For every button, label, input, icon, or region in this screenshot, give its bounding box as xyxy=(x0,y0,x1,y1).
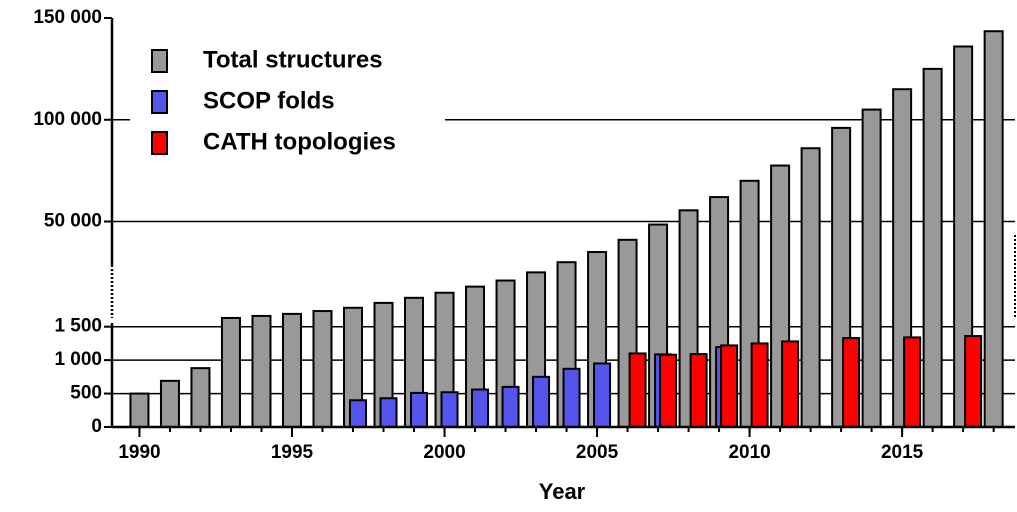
legend-label: Total structures xyxy=(203,46,383,73)
x-tick-label: 1990 xyxy=(118,442,160,463)
bar xyxy=(471,388,490,428)
legend-swatch xyxy=(151,49,168,73)
bar xyxy=(983,30,1004,429)
bar xyxy=(922,67,943,428)
y-tick-label: 1 000 xyxy=(54,349,102,370)
y-tick-label: 50 000 xyxy=(44,211,102,232)
y-tick-label: 150 000 xyxy=(33,7,102,28)
x-tick-label: 2000 xyxy=(423,442,465,463)
bar xyxy=(220,316,241,429)
bar xyxy=(628,352,647,428)
bar xyxy=(750,342,769,428)
bar xyxy=(281,312,302,428)
y-tick-label: 1 500 xyxy=(54,316,102,337)
bar xyxy=(501,385,520,428)
legend-swatch xyxy=(151,131,168,155)
bar xyxy=(964,335,983,428)
bar xyxy=(190,367,211,428)
bar xyxy=(593,362,612,428)
y-tick-label: 0 xyxy=(91,416,102,437)
bar xyxy=(379,397,398,428)
x-tick-label: 2010 xyxy=(728,442,770,463)
bar xyxy=(410,391,429,428)
legend-label: SCOP folds xyxy=(203,87,335,114)
bar xyxy=(159,379,180,429)
legend-label: CATH topologies xyxy=(203,128,396,155)
bar xyxy=(349,399,368,428)
bar xyxy=(659,353,678,428)
bar xyxy=(440,391,459,429)
x-axis-title: Year xyxy=(539,479,586,504)
y-tick-label: 100 000 xyxy=(33,109,102,130)
x-tick-label: 2015 xyxy=(881,442,924,463)
bar xyxy=(842,337,861,428)
bar xyxy=(532,375,551,428)
bar xyxy=(689,353,708,429)
bar xyxy=(129,392,150,428)
bar xyxy=(903,336,922,429)
legend-box xyxy=(130,30,445,165)
bar xyxy=(781,340,800,428)
bar xyxy=(861,108,882,429)
x-tick-label: 1995 xyxy=(271,442,314,463)
bar xyxy=(800,147,821,428)
bar xyxy=(312,310,333,428)
bar xyxy=(562,367,581,429)
x-tick-label: 2005 xyxy=(576,442,619,463)
bar xyxy=(720,344,739,429)
legend-swatch xyxy=(151,90,168,114)
bar xyxy=(251,314,272,429)
y-tick-label: 500 xyxy=(70,383,102,404)
